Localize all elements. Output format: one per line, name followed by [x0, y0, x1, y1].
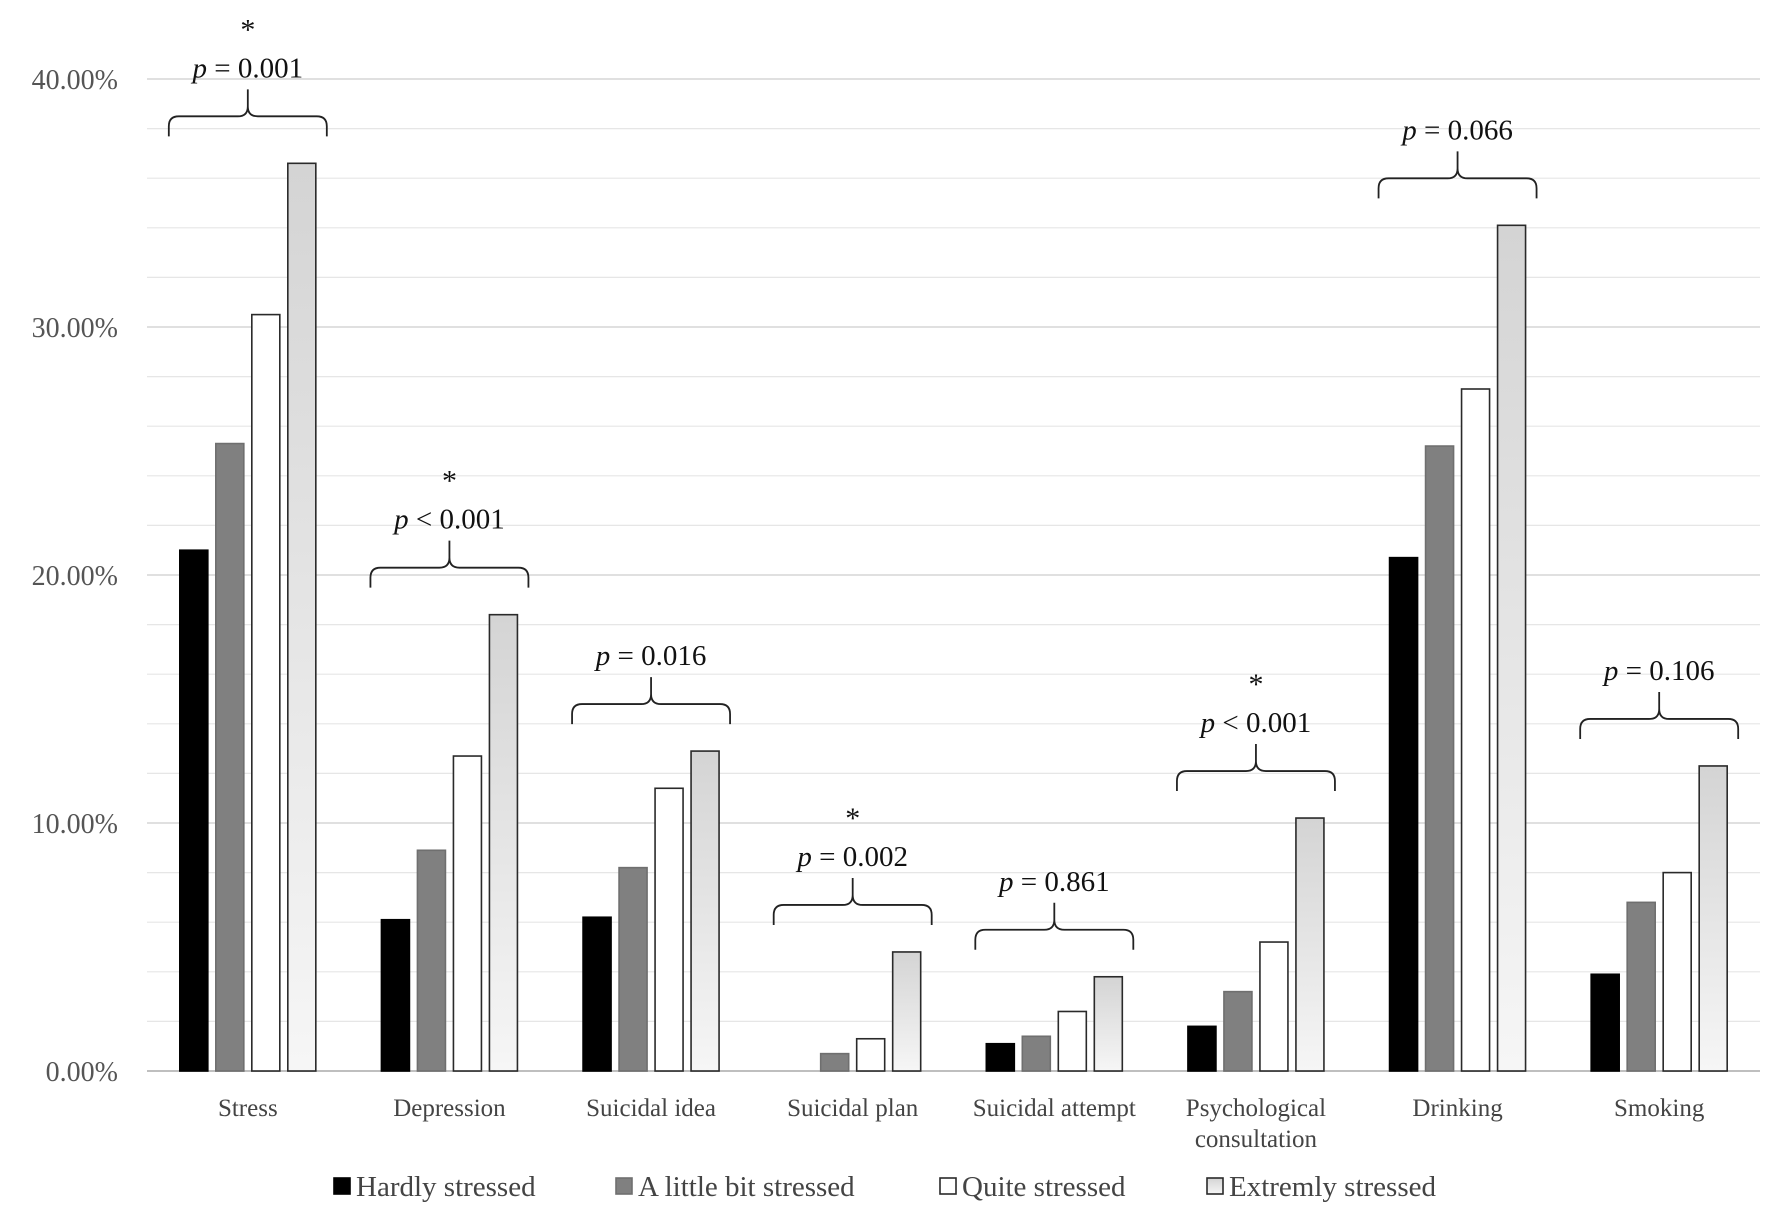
legend-swatch — [939, 1177, 957, 1195]
bar-extremly-stressed — [891, 951, 922, 1072]
y-tick-label: 30.00% — [32, 313, 118, 344]
category-label: Suicidal attempt — [973, 1095, 1136, 1122]
y-axis: 0.00% 10.00% 20.00% 30.00% 40.00% — [32, 65, 1760, 1088]
p-value-label: p = 0.002 — [795, 841, 908, 873]
y-tick-label: 10.00% — [32, 809, 118, 840]
legend-swatch — [1206, 1177, 1224, 1195]
significance-brace — [1176, 744, 1336, 792]
bar-extremly-stressed — [690, 750, 720, 1072]
significance-brace — [369, 540, 530, 588]
p-value-label: p = 0.106 — [1602, 655, 1715, 687]
p-value-label: p < 0.001 — [1199, 707, 1312, 739]
significance-brace — [974, 902, 1135, 950]
bar-extremly-stressed — [488, 613, 519, 1072]
p-value-label: p = 0.861 — [997, 866, 1110, 898]
bar-a-little-bit-stressed — [1626, 901, 1656, 1072]
category-label: Smoking — [1614, 1095, 1705, 1122]
bar-hardly-stressed — [1590, 973, 1620, 1072]
significance-brace — [1579, 691, 1740, 739]
significance-brace — [772, 877, 933, 925]
x-axis-categories: Stress Depression Suicidal idea Suicidal pl… — [218, 1095, 1705, 1153]
bar-quite-stressed — [1460, 388, 1491, 1072]
bar-hardly-stressed — [179, 549, 209, 1072]
y-tick-label: 40.00% — [32, 65, 118, 96]
legend-swatch — [615, 1177, 633, 1195]
bar-quite-stressed — [1057, 1010, 1088, 1072]
p-value-label: p = 0.016 — [594, 640, 707, 672]
legend-label: Hardly stressed — [356, 1171, 536, 1203]
bar-hardly-stressed — [985, 1042, 1016, 1072]
category-label: Suicidal idea — [586, 1095, 716, 1122]
bar-quite-stressed — [452, 755, 483, 1072]
bar-extremly-stressed — [1698, 765, 1728, 1072]
p-value-label: p = 0.066 — [1400, 114, 1513, 146]
bar-a-little-bit-stressed — [1223, 990, 1253, 1072]
bar-hardly-stressed — [582, 916, 612, 1072]
bar-quite-stressed — [251, 313, 281, 1072]
bar-extremly-stressed — [1295, 817, 1325, 1072]
category-label: consultation — [1195, 1126, 1318, 1153]
bar-a-little-bit-stressed — [1021, 1035, 1052, 1072]
bar-quite-stressed — [855, 1037, 886, 1072]
bar-hardly-stressed — [1388, 556, 1419, 1072]
bar-quite-stressed — [654, 787, 684, 1072]
bar-a-little-bit-stressed — [416, 849, 447, 1072]
legend-label: Extremly stressed — [1229, 1171, 1436, 1203]
bar-hardly-stressed — [1187, 1025, 1217, 1072]
bar-quite-stressed — [1259, 941, 1289, 1072]
bar-hardly-stressed — [380, 918, 411, 1072]
category-label: Psychological — [1186, 1095, 1326, 1122]
bar-quite-stressed — [1662, 871, 1692, 1072]
grid-lines — [147, 78, 1760, 1023]
bar-extremly-stressed — [1093, 975, 1124, 1072]
significance-brace — [571, 677, 731, 725]
legend-label: A little bit stressed — [638, 1171, 855, 1203]
legend-swatch — [333, 1177, 351, 1195]
significance-brace — [167, 89, 328, 137]
significance-brace — [1377, 151, 1538, 199]
p-value-label: p = 0.001 — [191, 52, 304, 84]
bar-a-little-bit-stressed — [819, 1052, 850, 1072]
category-label: Suicidal plan — [787, 1095, 919, 1122]
category-label: Drinking — [1412, 1095, 1503, 1122]
bar-extremly-stressed — [287, 162, 317, 1072]
legend-label: Quite stressed — [962, 1171, 1126, 1203]
y-tick-label: 20.00% — [32, 561, 118, 592]
significance-star: * — [845, 802, 860, 835]
significance-star: * — [1248, 668, 1263, 701]
significance-annotations: p = 0.001 * p < 0.001 * p = 0.016 p = 0.002 * p… — [167, 13, 1740, 950]
y-tick-label: 0.00% — [46, 1057, 118, 1088]
p-value-label: p < 0.001 — [392, 504, 505, 536]
category-label: Stress — [218, 1095, 278, 1122]
legend: Hardly stressed A little bit stressed Quit… — [333, 1171, 1436, 1203]
category-label: Depression — [393, 1095, 506, 1122]
significance-star: * — [240, 13, 255, 46]
bar-extremly-stressed — [1496, 224, 1527, 1072]
bar-a-little-bit-stressed — [215, 442, 245, 1072]
bar-a-little-bit-stressed — [618, 866, 648, 1072]
bars — [179, 162, 1728, 1072]
bar-a-little-bit-stressed — [1424, 445, 1455, 1072]
significance-star: * — [442, 465, 457, 498]
